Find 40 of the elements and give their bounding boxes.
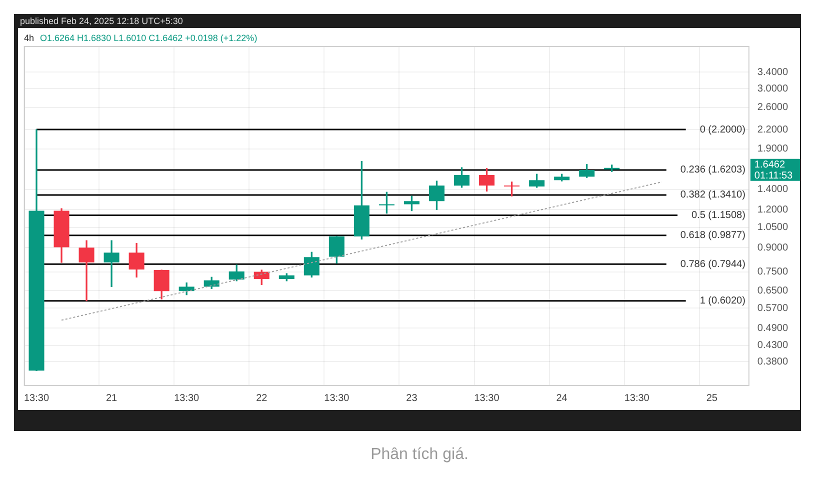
ref-line-label: 0.5 (1.1508) (691, 210, 746, 221)
y-tick-label: 1.2000 (757, 204, 788, 216)
y-tick-label: 3.4000 (757, 66, 788, 78)
y-tick-label: 0.5700 (757, 302, 788, 314)
x-tick-label: 13:30 (624, 392, 650, 404)
ref-line-label: 1 (0.6020) (700, 296, 746, 307)
y-tick-label: 0.9000 (757, 242, 788, 254)
ref-line-label: 0 (2.2000) (700, 124, 746, 136)
x-tick-label: 22 (256, 392, 268, 404)
y-tick-label: 0.7500 (757, 266, 788, 278)
y-tick-label: 0.6500 (757, 285, 788, 296)
x-tick-label: 25 (706, 392, 718, 404)
ref-line-label: 0.618 (0.9877) (680, 230, 746, 242)
text: O1.6264 H1.6830 L1.6010 C1.6462 +0.0198 (+1.22%) (40, 33, 258, 43)
y-tick-label: 1.9000 (757, 144, 788, 155)
candlestick (78, 240, 94, 302)
text: Phân tích giá. (370, 446, 470, 464)
y-tick-label: 1.4000 (757, 184, 788, 196)
x-tick-label: 23 (406, 392, 418, 404)
y-tick-label: 0.4900 (757, 322, 788, 334)
chart-title: 4h (24, 33, 34, 43)
x-tick-label: 21 (106, 392, 118, 404)
x-tick-label: 13:30 (324, 392, 350, 404)
text: 1.6462 (754, 160, 786, 171)
chart-subtitle: published Feb 24, 2025 12:18 UTC+5:30 (20, 15, 183, 27)
y-tick-label: 2.2000 (757, 124, 788, 136)
y-tick-label: 1.0500 (757, 222, 788, 234)
text: 01:11:53 (754, 170, 794, 182)
y-tick-label: 2.6000 (757, 102, 788, 114)
x-tick-label: 24 (556, 392, 568, 404)
ref-line-label: 0.236 (1.6203) (680, 164, 746, 176)
x-tick-label: 13:30 (174, 392, 200, 404)
x-tick-label: 13:30 (24, 392, 50, 404)
y-tick-label: 0.3800 (757, 356, 788, 368)
y-tick-label: 0.4300 (757, 340, 788, 352)
ref-line-label: 0.786 (0.7944) (680, 258, 746, 270)
x-tick-label: 13:30 (474, 392, 500, 404)
candlestick (104, 240, 120, 288)
ref-line-label: 0.382 (1.3410) (680, 190, 746, 201)
y-tick-label: 3.0000 (757, 83, 788, 94)
